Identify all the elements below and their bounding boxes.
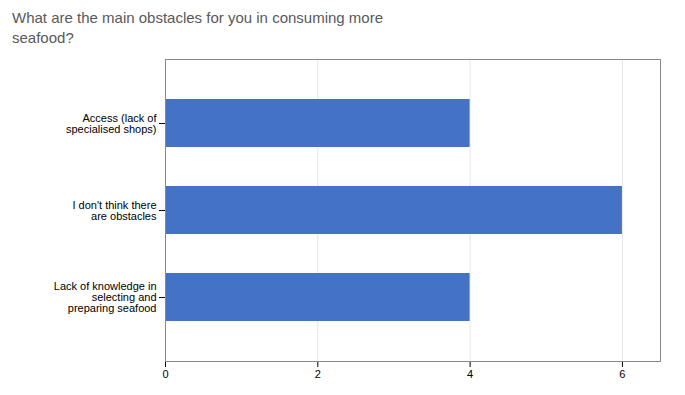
svg-text:6: 6 bbox=[619, 368, 625, 380]
svg-text:I don't think thereare obstacl: I don't think thereare obstacles bbox=[72, 199, 157, 222]
svg-text:Access (lack ofspecialised sho: Access (lack ofspecialised shops) bbox=[66, 112, 157, 135]
svg-text:Lack of knowledge inselecting: Lack of knowledge inselecting andprepari… bbox=[54, 280, 157, 314]
svg-text:0: 0 bbox=[162, 368, 168, 380]
svg-text:4: 4 bbox=[467, 368, 473, 380]
svg-text:2: 2 bbox=[315, 368, 321, 380]
html-text:What are the main obstacles fo: What are the main obstacles for you in c… bbox=[12, 9, 383, 46]
